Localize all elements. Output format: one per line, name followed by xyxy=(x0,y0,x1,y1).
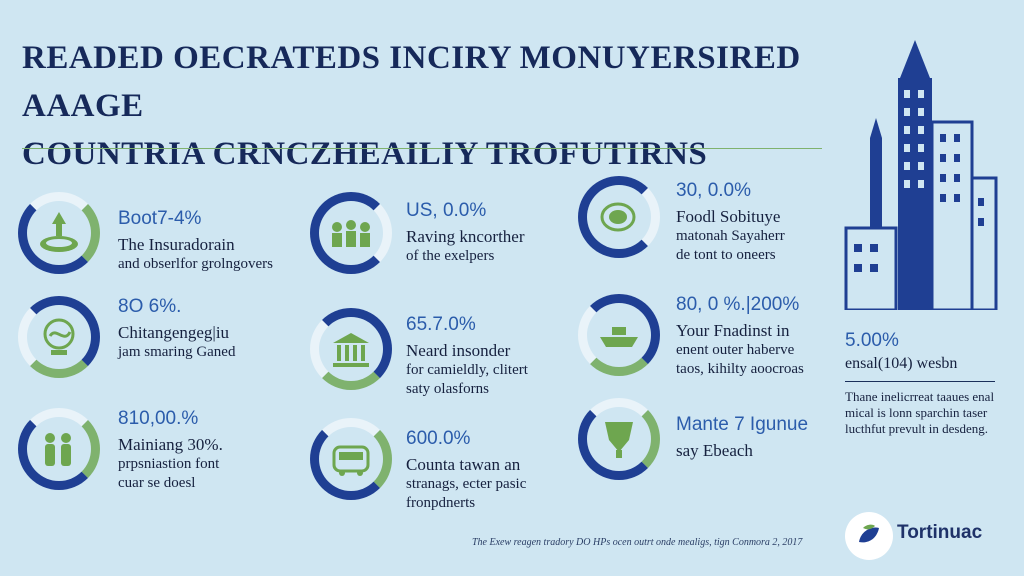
progress-ring xyxy=(310,308,392,390)
stat-title: The Insuradorain xyxy=(118,235,235,254)
sidebar-stat: 5.00% xyxy=(845,330,899,351)
title-divider xyxy=(22,148,822,149)
group-icon xyxy=(332,220,370,247)
stat-value: US, 0.0% xyxy=(406,200,487,221)
stat-desc-2: saty olasforns xyxy=(406,381,489,397)
stat-title: Chitangengeg|iu xyxy=(118,323,230,342)
stat-title: Your Fnadinst in xyxy=(676,321,790,340)
stat-value: 80, 0 %.|200% xyxy=(676,294,800,315)
stat-desc: jam smaring Ganed xyxy=(118,344,236,360)
title-line-2: COUNTRIA CRNCZHEAILIY TROFUTIRNS xyxy=(22,136,708,172)
progress-ring xyxy=(18,296,100,378)
sidebar-subtitle: ensal(104) wesbn xyxy=(845,355,958,372)
stat-value: 600.0% xyxy=(406,428,471,449)
people-icon xyxy=(45,433,71,466)
stat-title: Raving kncorther xyxy=(406,227,525,246)
stat-desc: of the exelpers xyxy=(406,248,495,264)
progress-ring xyxy=(310,192,392,274)
stat-title: say Ebeach xyxy=(676,441,753,460)
progress-ring xyxy=(578,176,660,258)
plate-icon xyxy=(600,202,636,232)
globe-icon xyxy=(43,318,75,355)
stat-value: 810,00.% xyxy=(118,408,199,429)
stat-desc: enent outer haberve xyxy=(676,342,795,358)
stat-desc: prpsniastion font xyxy=(118,456,220,472)
stat-desc: for camieldly, clitert xyxy=(406,362,528,378)
stat-desc-2: de tont to oneers xyxy=(676,247,776,263)
stat-desc: stranags, ecter pasic xyxy=(406,476,527,492)
progress-ring xyxy=(578,294,660,376)
stat-desc: matonah Sayaherr xyxy=(676,228,785,244)
city-skyline-illustration xyxy=(844,40,998,310)
progress-ring xyxy=(578,398,660,480)
bus-icon xyxy=(332,445,370,476)
sidebar-divider xyxy=(845,381,995,382)
stat-value: Boot7-4% xyxy=(118,208,202,229)
progress-ring xyxy=(18,192,100,274)
building-icon xyxy=(333,333,369,367)
logo-badge xyxy=(845,512,893,560)
stat-title: Mainiang 30%. xyxy=(118,435,223,454)
sidebar-description: Thane inelicrreat taaues enal mical is l… xyxy=(845,389,995,436)
stat-title: Neard insonder xyxy=(406,341,511,360)
stat-value: 65.7.0% xyxy=(406,314,476,335)
stat-desc-2: cuar se doesl xyxy=(118,475,196,491)
boat-icon xyxy=(600,327,638,347)
leaf-logo-icon xyxy=(847,514,891,558)
progress-ring xyxy=(18,408,100,490)
footer-note: The Exew reagen tradory DO HPs ocen outr… xyxy=(472,537,803,548)
stat-desc-2: fronpdnerts xyxy=(406,495,476,511)
stat-desc: and obserlfor grolngovers xyxy=(118,256,273,272)
logo-name: Tortinuac xyxy=(897,522,983,543)
progress-ring xyxy=(310,418,392,500)
landmark-icon xyxy=(40,212,78,252)
stat-title: Counta tawan an xyxy=(406,455,521,474)
shield-icon xyxy=(605,422,633,458)
page-title: READED OECRATEDS INCIRY MONUYERSIRED AAA… xyxy=(22,34,872,178)
stat-value: 30, 0.0% xyxy=(676,180,751,201)
stat-desc-2: taos, kihilty aoocroas xyxy=(676,361,804,377)
stat-value: 8O 6%. xyxy=(118,296,182,317)
stat-value: Mante 7 Igunue xyxy=(676,414,809,435)
title-line-1: READED OECRATEDS INCIRY MONUYERSIRED AAA… xyxy=(22,40,801,124)
stat-title: Foodl Sobituye xyxy=(676,207,781,226)
